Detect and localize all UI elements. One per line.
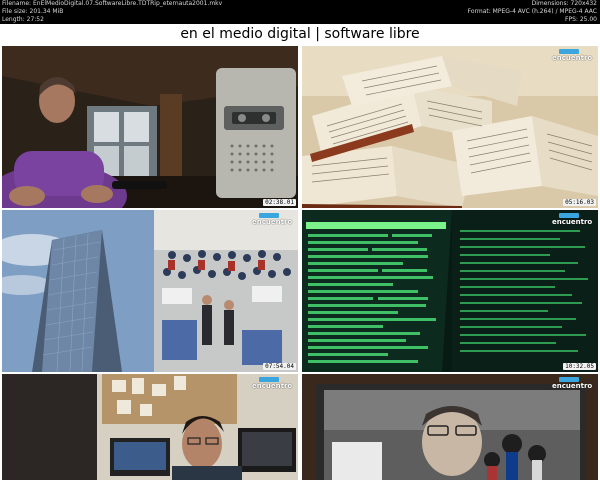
timestamp-label: 10:32.05 <box>563 363 596 370</box>
dimensions-text: Dimensions: 720x432 <box>531 0 597 7</box>
format-text: Format: MPEG-4 AVC (h.264) / MPEG-4 AAC <box>467 8 597 15</box>
thumbnail-6[interactable]: encuentro <box>302 374 598 480</box>
thumbnail-5[interactable]: encuentro <box>2 374 298 480</box>
scene-man-with-radio <box>2 46 298 208</box>
scene-building-and-office <box>2 210 298 372</box>
scene-man-at-desk <box>2 374 298 480</box>
filesize-text: File size: 201.34 MiB <box>2 8 64 15</box>
length-text: Length: 27:52 <box>2 16 44 23</box>
scene-terminal-code <box>302 210 598 372</box>
thumbnail-2[interactable]: 05:16.03 encuentro <box>302 46 598 208</box>
timestamp-label: 07:54.04 <box>263 363 296 370</box>
info-left: Filename: EnElMedioDigital.07.SoftwareLi… <box>2 0 222 24</box>
thumbnail-4[interactable]: 10:32.05 encuentro <box>302 210 598 372</box>
thumbnail-1[interactable]: 02:38.01 <box>2 46 298 208</box>
page-title: en el medio digital | software libre <box>0 24 600 44</box>
scene-interview-microphones <box>302 374 598 480</box>
timestamp-label: 02:38.01 <box>263 199 296 206</box>
scene-open-books <box>302 46 598 208</box>
thumbnail-3[interactable]: 07:54.04 encuentro <box>2 210 298 372</box>
filename-text: Filename: EnElMedioDigital.07.SoftwareLi… <box>2 0 223 7</box>
timestamp-label: 05:16.03 <box>563 199 596 206</box>
fps-text: FPS: 25.00 <box>565 16 597 23</box>
thumbnail-grid: 02:38.01 05:16.03 en <box>0 44 600 480</box>
info-bar: Filename: EnElMedioDigital.07.SoftwareLi… <box>0 0 600 24</box>
info-right: Dimensions: 720x432 Format: MPEG-4 AVC (… <box>468 0 597 24</box>
